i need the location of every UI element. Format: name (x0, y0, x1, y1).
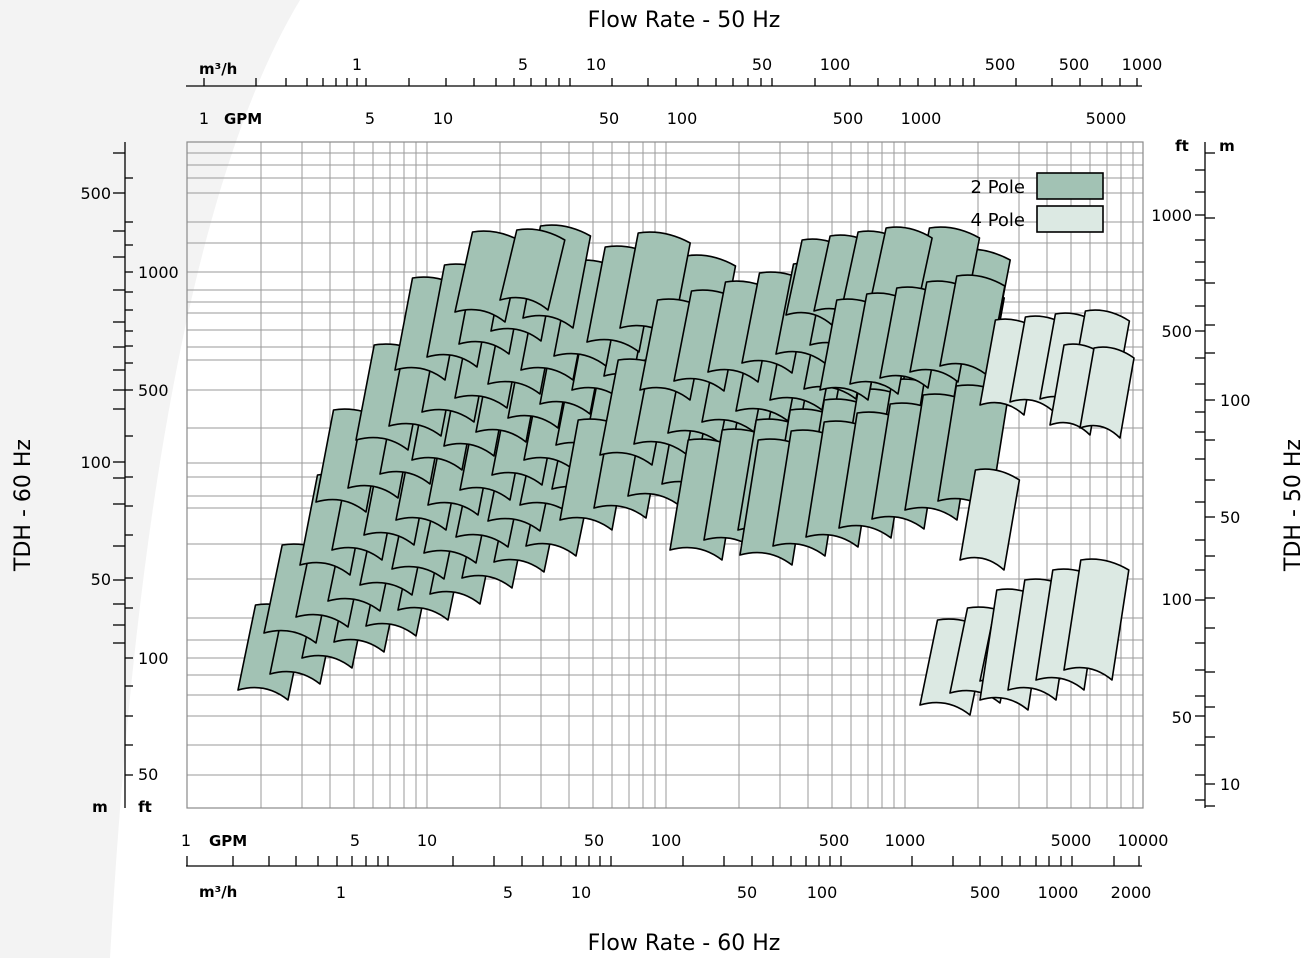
bottom-m3h-tick-label: 1 (336, 883, 346, 902)
right-ft-unit: ft (1175, 137, 1189, 155)
left-m-tick-label: 500 (80, 184, 111, 203)
right-ft-tick-label: 50 (1172, 708, 1192, 727)
bottom-gpm-tick-label: 1000 (885, 831, 926, 850)
left-ft-unit: ft (138, 798, 152, 816)
top-m3h-tick-label: 500 (985, 55, 1016, 74)
bottom-m3h-tick-label: 500 (970, 883, 1001, 902)
legend-swatch-4-pole (1036, 205, 1104, 233)
bottom-m3h-tick-label: 100 (807, 883, 838, 902)
left-ft-tick-label: 500 (138, 381, 169, 400)
bottom-gpm-tick-label: 500 (819, 831, 850, 850)
top-m3h-tick-label: 10 (586, 55, 606, 74)
legend-label-4-pole: 4 Pole (971, 210, 1025, 231)
left-ft-tick-label: 100 (138, 649, 169, 668)
top-gpm-tick-label: 5 (365, 109, 375, 128)
bottom-m3h-tick-label: 2000 (1111, 883, 1152, 902)
top-m3h-tick-label: 1 (352, 55, 362, 74)
bottom-gpm-tick-label: 5000 (1051, 831, 1092, 850)
left-ft-tick-label: 1000 (138, 263, 179, 282)
pole-4-patch (959, 468, 1021, 571)
right-m-unit: m (1219, 137, 1235, 155)
bottom-m3h-tick-label: 5 (503, 883, 513, 902)
legend-label-2-pole: 2 Pole (971, 177, 1025, 198)
top-gpm-tick-label: 10 (433, 109, 453, 128)
pump-patches (237, 224, 1135, 716)
left-m-unit: m (92, 798, 108, 816)
ylabel-left: TDH - 60 Hz (11, 439, 36, 572)
bottom-m3h-unit: m³/h (199, 883, 237, 901)
legend-swatch-2-pole (1036, 172, 1104, 200)
top-m3h-tick-label: 5 (518, 55, 528, 74)
left-ft-tick-label: 50 (138, 765, 158, 784)
background-swoosh (0, 0, 300, 958)
bottom-gpm-unit: GPM (209, 832, 247, 850)
legend: 2 Pole 4 Pole (971, 172, 1104, 233)
bottom-gpm-tick-label: 5 (350, 831, 360, 850)
bottom-gpm-tick-label: 50 (584, 831, 604, 850)
ylabel-right: TDH - 50 Hz (1281, 439, 1306, 572)
top-m3h-unit: m³/h (199, 60, 237, 78)
top-gpm-unit: GPM (224, 110, 262, 128)
top-m3h-tick-label: 1000 (1122, 55, 1163, 74)
left-m-tick-label: 100 (80, 453, 111, 472)
bottom-gpm-tick-label: 10000 (1118, 831, 1169, 850)
top-gpm-tick-label: 50 (599, 109, 619, 128)
top-m3h-tick-label: 100 (820, 55, 851, 74)
pole-2-patch (939, 274, 1006, 377)
right-m-tick-label: 50 (1220, 508, 1240, 527)
bottom-m3h-tick-label: 50 (737, 883, 757, 902)
right-ft-tick-label: 100 (1161, 590, 1192, 609)
pole-4-patch (1063, 558, 1130, 681)
plot-frame (186, 141, 1144, 809)
top-gpm-tick-label: 100 (667, 109, 698, 128)
right-ft-tick-label: 1000 (1151, 206, 1192, 225)
pole-4-patch (1079, 346, 1135, 439)
bottom-gpm-lead: 1 (181, 831, 191, 850)
bottom-m3h-tick-label: 1000 (1038, 883, 1079, 902)
top-m3h-tick-label: 500 (1059, 55, 1090, 74)
left-m-tick-label: 50 (91, 570, 111, 589)
right-m-tick-label: 10 (1220, 775, 1240, 794)
top-gpm-tick-label: 5000 (1086, 109, 1127, 128)
right-m-tick-label: 100 (1220, 391, 1251, 410)
title-top: Flow Rate - 50 Hz (588, 8, 781, 33)
top-m3h-tick-label: 50 (752, 55, 772, 74)
bottom-m3h-tick-label: 10 (571, 883, 591, 902)
bottom-gpm-tick-label: 100 (651, 831, 682, 850)
chart-axes: m³/h 1 5 10 50 100 500 500 1000 1 GPM 5 10 50 100 500 10… (80, 55, 1250, 902)
pole-2-patch (499, 228, 566, 311)
top-gpm-tick-label: 500 (833, 109, 864, 128)
top-gpm-tick-label: 1000 (901, 109, 942, 128)
title-bottom: Flow Rate - 60 Hz (588, 931, 781, 956)
bottom-gpm-tick-label: 10 (417, 831, 437, 850)
right-ft-tick-label: 500 (1161, 322, 1192, 341)
top-gpm-lead: 1 (199, 109, 209, 128)
